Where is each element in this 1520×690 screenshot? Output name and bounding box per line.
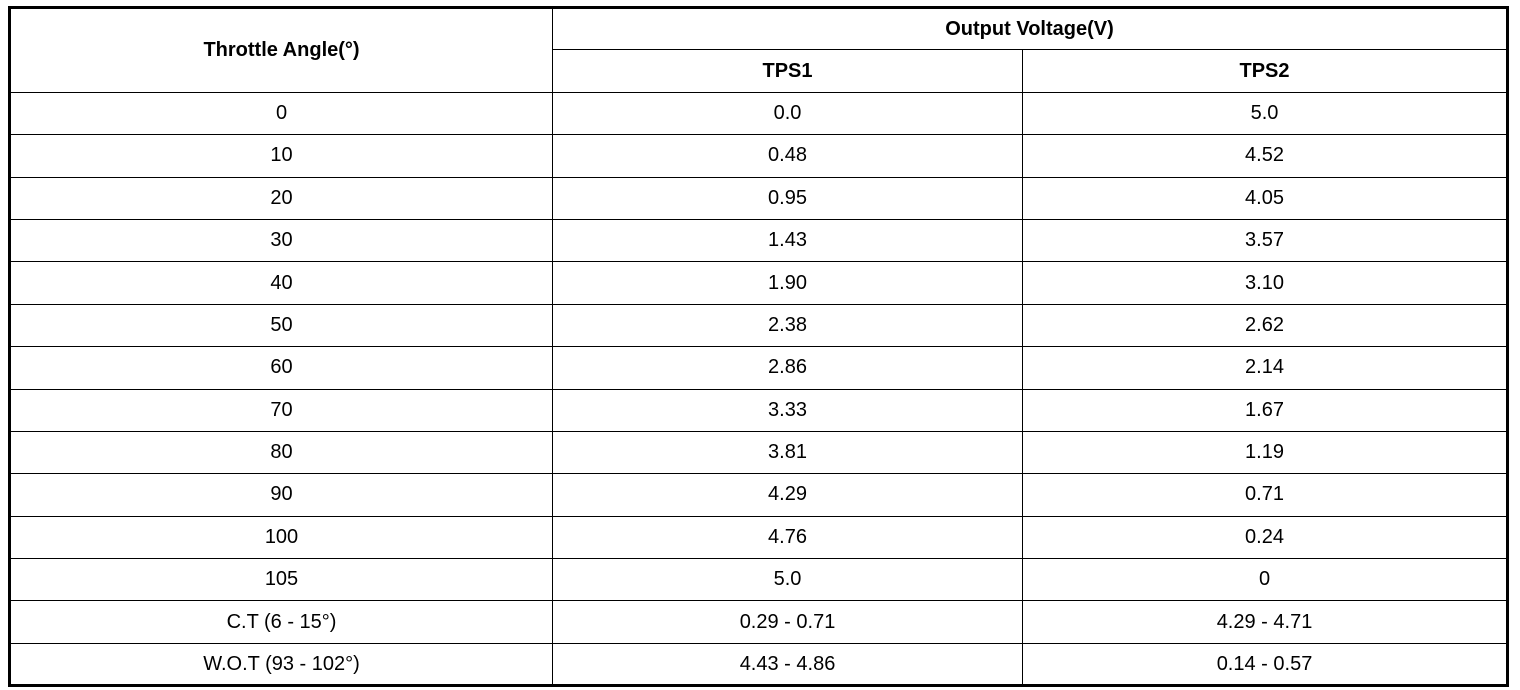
voltage-cell: 2.14 [1022, 346, 1508, 390]
table-row: 10 0.48 4.52 [9, 134, 1508, 178]
table-body: 0 0.0 5.0 10 0.48 4.52 20 0.95 4.05 30 1.43 3.57 40 1… [9, 91, 1508, 687]
voltage-cell: 0.24 [1022, 515, 1508, 560]
voltage-cell: 4.52 [1022, 134, 1508, 178]
voltage-cell: 0.71 [1022, 473, 1508, 517]
table-row: 50 2.38 2.62 [9, 303, 1508, 348]
voltage-cell: 3.33 [552, 388, 1023, 432]
table-row: 0 0.0 5.0 [9, 91, 1508, 136]
angle-cell: 20 [9, 176, 553, 220]
angle-cell: 10 [9, 134, 553, 178]
voltage-cell: 4.43 - 4.86 [552, 642, 1023, 687]
voltage-cell: 4.76 [552, 515, 1023, 560]
header-row: Throttle Angle(°) Output Voltage(V) [9, 6, 1508, 93]
header-row: TPS1 TPS2 [10, 49, 1508, 93]
table-row: 100 4.76 0.24 [9, 515, 1508, 560]
angle-cell: 0 [9, 91, 553, 136]
voltage-cell: 5.0 [552, 558, 1023, 602]
voltage-cell: 2.62 [1022, 303, 1508, 348]
voltage-cell: 0.48 [552, 134, 1023, 178]
voltage-cell: 1.43 [552, 218, 1023, 263]
voltage-table: Throttle Angle(°) Output Voltage(V) TPS1… [8, 6, 1509, 688]
table-row: 105 5.0 0 [9, 558, 1508, 602]
angle-cell: 70 [9, 388, 553, 432]
table-header: Throttle Angle(°) Output Voltage(V) TPS1… [9, 6, 1508, 93]
voltage-cell: 0 [1022, 558, 1508, 602]
voltage-cell: 1.67 [1022, 388, 1508, 432]
angle-cell: 80 [9, 430, 553, 475]
angle-cell: W.O.T (93 - 102°) [9, 642, 553, 687]
voltage-cell: 2.86 [552, 346, 1023, 390]
voltage-cell: 0.14 - 0.57 [1022, 642, 1508, 687]
angle-cell: 105 [9, 558, 553, 602]
voltage-cell: 3.10 [1022, 261, 1508, 305]
voltage-cell: 4.29 - 4.71 [1022, 600, 1508, 644]
table-row: 80 3.81 1.19 [9, 430, 1508, 475]
voltage-cell: 1.19 [1022, 430, 1508, 475]
voltage-cell: 5.0 [1022, 91, 1508, 136]
voltage-cell: 4.29 [552, 473, 1023, 517]
angle-cell: 60 [9, 346, 553, 390]
table-row: 70 3.33 1.67 [9, 388, 1508, 432]
voltage-cell: 0.95 [552, 176, 1023, 220]
angle-header: Throttle Angle(°) [9, 7, 553, 93]
table-row: W.O.T (93 - 102°) 4.43 - 4.86 0.14 - 0.57 [9, 642, 1508, 687]
table-row: 60 2.86 2.14 [9, 346, 1508, 390]
table-row: C.T (6 - 15°) 0.29 - 0.71 4.29 - 4.71 [9, 600, 1508, 644]
voltage-cell: 4.05 [1022, 176, 1508, 220]
table-row: 40 1.90 3.10 [9, 261, 1508, 305]
angle-cell: 90 [9, 473, 553, 517]
table-row: 20 0.95 4.05 [9, 176, 1508, 220]
voltage-cell: 0.29 - 0.71 [552, 600, 1023, 644]
voltage-cell: 3.57 [1022, 218, 1508, 263]
angle-cell: 30 [9, 218, 553, 263]
angle-cell: C.T (6 - 15°) [9, 600, 553, 644]
column-header: TPS2 [1022, 49, 1508, 93]
column-header: TPS1 [552, 49, 1023, 93]
group-header: Output Voltage(V) [552, 6, 1508, 51]
voltage-cell: 2.38 [552, 303, 1023, 348]
table-row: 30 1.43 3.57 [9, 218, 1508, 263]
angle-cell: 40 [9, 261, 553, 305]
voltage-cell: 3.81 [552, 430, 1023, 475]
angle-cell: 50 [9, 303, 553, 348]
table-row: 90 4.29 0.71 [9, 473, 1508, 517]
voltage-cell: 0.0 [552, 91, 1023, 136]
angle-cell: 100 [9, 515, 553, 560]
voltage-cell: 1.90 [552, 261, 1023, 305]
